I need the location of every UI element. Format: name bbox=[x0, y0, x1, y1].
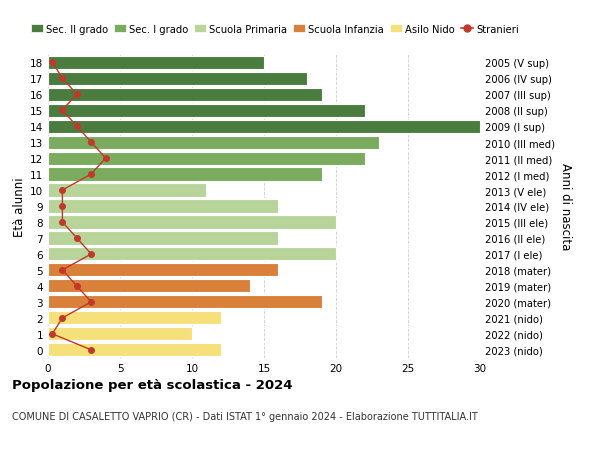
Bar bbox=[48, 312, 221, 325]
Text: Popolazione per età scolastica - 2024: Popolazione per età scolastica - 2024 bbox=[12, 379, 293, 392]
Bar bbox=[48, 232, 278, 245]
Text: COMUNE DI CASALETTO VAPRIO (CR) - Dati ISTAT 1° gennaio 2024 - Elaborazione TUTT: COMUNE DI CASALETTO VAPRIO (CR) - Dati I… bbox=[12, 411, 478, 421]
Bar bbox=[48, 89, 322, 101]
Bar bbox=[48, 73, 307, 85]
Bar bbox=[48, 120, 480, 134]
Y-axis label: Anni di nascita: Anni di nascita bbox=[559, 163, 572, 250]
Bar bbox=[48, 296, 322, 309]
Bar bbox=[48, 216, 336, 229]
Bar bbox=[48, 248, 336, 261]
Bar bbox=[48, 264, 278, 277]
Bar bbox=[48, 56, 264, 70]
Legend: Sec. II grado, Sec. I grado, Scuola Primaria, Scuola Infanzia, Asilo Nido, Stran: Sec. II grado, Sec. I grado, Scuola Prim… bbox=[27, 21, 523, 39]
Bar bbox=[48, 343, 221, 357]
Bar bbox=[48, 200, 278, 213]
Bar bbox=[48, 184, 206, 197]
Bar bbox=[48, 152, 365, 165]
Bar bbox=[48, 104, 365, 118]
Y-axis label: Età alunni: Età alunni bbox=[13, 177, 26, 236]
Bar bbox=[48, 168, 322, 181]
Bar bbox=[48, 280, 250, 293]
Bar bbox=[48, 136, 379, 149]
Bar bbox=[48, 328, 192, 341]
